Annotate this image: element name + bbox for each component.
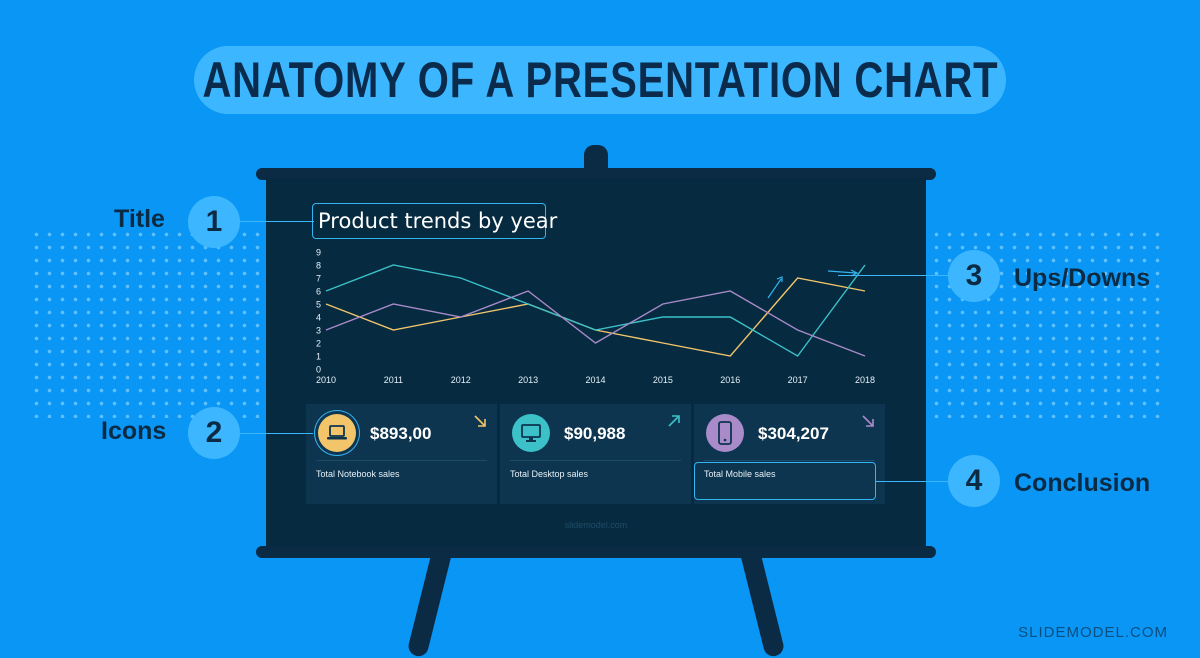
x-tick-label: 2018: [855, 375, 875, 385]
ups-downs-arrows: [767, 269, 859, 299]
leader-line-ups-downs: [838, 275, 950, 276]
x-tick-label: 2015: [653, 375, 673, 385]
laptop-icon: [318, 414, 356, 452]
callout-number-1: 1: [188, 196, 240, 248]
x-tick-label: 2013: [518, 375, 538, 385]
card-value: $304,207: [758, 424, 829, 443]
leader-line-conclusion: [876, 481, 950, 482]
callout-ups-downs-label: Ups/Downs: [1014, 264, 1151, 292]
y-tick-label: 6: [316, 287, 321, 297]
y-tick-label: 7: [316, 274, 321, 284]
callout-icons-label: Icons: [101, 417, 167, 445]
leader-line-title: [238, 221, 314, 222]
x-tick-label: 2012: [451, 375, 471, 385]
x-tick-label: 2010: [316, 375, 336, 385]
y-tick-label: 9: [316, 248, 321, 258]
card-value: $893,00: [370, 424, 432, 443]
dot-pattern-left: [30, 228, 260, 418]
card-notebook: $893,00 Total Notebook sales: [306, 404, 497, 504]
card-label: Total Desktop sales: [510, 469, 589, 479]
watermark: slidemodel.com: [564, 520, 628, 530]
trend-down-icon: [862, 415, 874, 427]
y-tick-label: 1: [316, 352, 321, 362]
easel-bottom-bar: [256, 546, 936, 558]
x-tick-label: 2014: [585, 375, 605, 385]
card-value: $90,988: [564, 424, 626, 443]
line-chart: 0 1 2 3 4 5 6 7 8 9 2010 2011 2012 2013 2014 2015 2016 2…: [316, 248, 875, 386]
mobile-icon: [706, 414, 744, 452]
series-line-3: [325, 290, 866, 357]
chart-title: Product trends by year: [312, 203, 557, 239]
conclusion-highlight: [694, 462, 876, 500]
callout-conclusion-label: Conclusion: [1014, 469, 1151, 497]
card-desktop: $90,988 Total Desktop sales: [500, 404, 691, 504]
x-tick-label: 2011: [384, 375, 403, 385]
series-line-1: [325, 277, 866, 357]
card-mobile: $304,207 Total Mobile sales: [694, 404, 885, 504]
monitor-icon: [512, 414, 550, 452]
y-tick-label: 0: [316, 365, 321, 375]
callout-number-4: 4: [948, 455, 1000, 507]
leader-line-icons: [238, 433, 313, 434]
y-tick-label: 3: [316, 326, 321, 336]
y-tick-label: 8: [316, 261, 321, 271]
page-title: ANATOMY OF A PRESENTATION CHART: [202, 52, 998, 108]
callout-number-3: 3: [948, 250, 1000, 302]
series-line-2: [325, 264, 866, 357]
presentation-screen: Product trends by year 0 1 2 3 4 5 6 7 8 9 2010 20…: [266, 178, 926, 552]
y-tick-label: 5: [316, 300, 321, 310]
y-tick-label: 4: [316, 313, 321, 323]
easel-top-bar: [256, 168, 936, 180]
card-label: Total Notebook sales: [316, 469, 400, 479]
x-tick-label: 2017: [788, 375, 808, 385]
callout-number-2: 2: [188, 407, 240, 459]
x-tick-label: 2016: [720, 375, 740, 385]
callout-title-label: Title: [114, 205, 165, 233]
card-label: Total Mobile sales: [704, 469, 776, 479]
trend-up-icon: [668, 415, 680, 427]
brand-watermark: SLIDEMODEL.COM: [1018, 624, 1168, 641]
page-title-banner: ANATOMY OF A PRESENTATION CHART: [194, 46, 1006, 114]
y-tick-label: 2: [316, 339, 321, 349]
trend-down-icon: [474, 415, 486, 427]
